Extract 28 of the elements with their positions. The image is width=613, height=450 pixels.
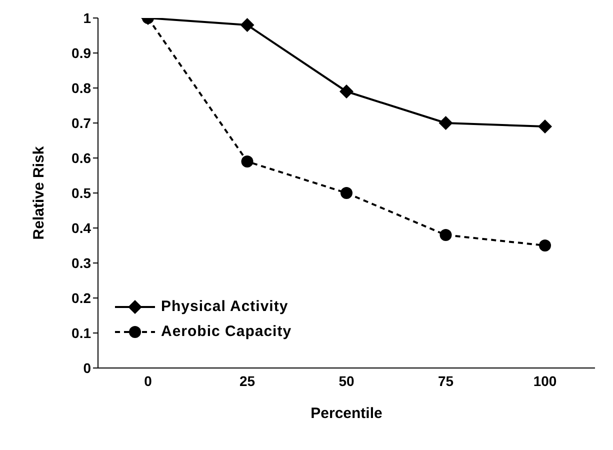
y-tick-label: 0.3 <box>72 254 92 271</box>
x-tick-label: 75 <box>438 372 454 389</box>
y-tick-label: 0.7 <box>72 114 92 131</box>
y-tick-label: 0.4 <box>72 220 92 236</box>
x-tick-label: 50 <box>338 372 354 389</box>
y-tick-label: 0.1 <box>72 324 92 341</box>
x-tick-label: 100 <box>533 372 557 389</box>
x-tick-label: 0 <box>144 372 152 389</box>
point <box>539 240 551 252</box>
point <box>438 116 453 130</box>
x-tick-label: 25 <box>239 372 256 389</box>
point <box>340 187 352 199</box>
point <box>440 229 452 241</box>
point <box>240 18 254 32</box>
y-tick-label: 0 <box>83 360 92 376</box>
y-tick-label: 0.6 <box>72 150 92 166</box>
y-tick-label: 0.8 <box>72 80 92 96</box>
y-tick-label: 0.9 <box>72 44 92 61</box>
y-tick-label: 0.5 <box>72 184 92 201</box>
point <box>340 84 354 98</box>
legend-label: Aerobic Capacity <box>161 323 292 340</box>
y-tick-label: 0.2 <box>72 290 92 306</box>
y-tick-label: 1 <box>83 10 92 26</box>
point <box>538 120 552 134</box>
legend-label: Physical Activity <box>161 298 288 315</box>
point <box>241 156 254 168</box>
x-axis-title: Percentile <box>310 405 382 422</box>
y-axis-title: Relative Risk <box>30 146 48 240</box>
